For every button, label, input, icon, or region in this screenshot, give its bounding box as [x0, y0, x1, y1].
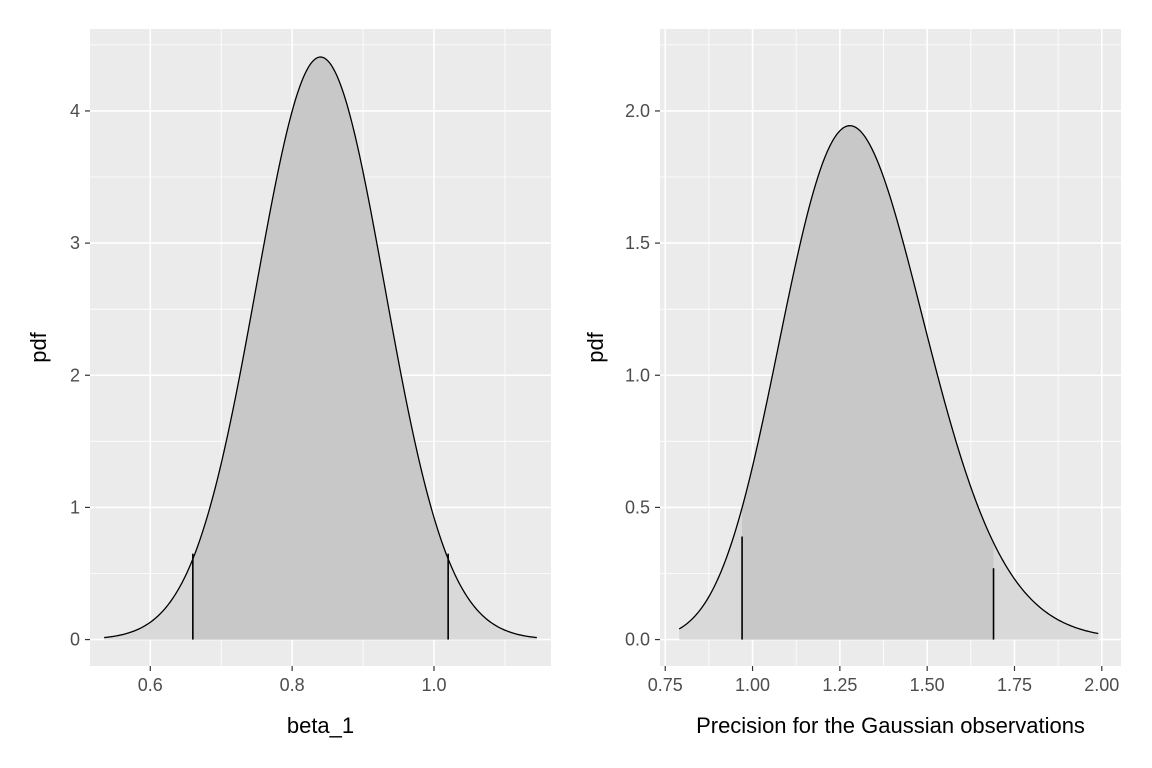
x-tick-label: 1.50: [910, 675, 945, 695]
x-tick-label: 1.25: [822, 675, 857, 695]
density-panel-beta-1: 0.6 0.8 1.0 0 1 2 3 4 beta_1 pdf: [26, 29, 551, 738]
x-tick-label: 0.6: [138, 675, 163, 695]
density-curve: [104, 56, 537, 639]
y-axis-title: pdf: [26, 331, 51, 362]
y-tick-label: 3: [70, 233, 80, 253]
density-panel-precision: 0.75 1.00 1.25 1.50 1.75 2.00 0.0 0.5 1.0 1.5 2.0 P…: [583, 29, 1121, 738]
x-axis-title: beta_1: [287, 713, 354, 738]
y-tick-label: 4: [70, 101, 80, 121]
y-tick-label: 1.5: [625, 233, 650, 253]
x-tick-label: 1.00: [735, 675, 770, 695]
y-tick-label: 0.0: [625, 630, 650, 650]
x-axis-title: Precision for the Gaussian observations: [696, 713, 1085, 738]
y-tick-label: 0: [70, 630, 80, 650]
credible-interval-area: [742, 125, 994, 640]
y-tick-label: 2.0: [625, 101, 650, 121]
y-tick-label: 0.5: [625, 497, 650, 517]
y-tick-label: 1: [70, 497, 80, 517]
y-tick-label: 1.0: [625, 365, 650, 385]
y-axis-title: pdf: [583, 331, 608, 362]
x-tick-label: 1.75: [997, 675, 1032, 695]
y-tick-label: 2: [70, 365, 80, 385]
density-curve: [678, 125, 1099, 635]
x-tick-label: 2.00: [1084, 675, 1119, 695]
credible-interval-area: [192, 56, 449, 640]
x-tick-label: 0.8: [280, 675, 305, 695]
x-tick-label: 0.75: [648, 675, 683, 695]
x-tick-label: 1.0: [421, 675, 446, 695]
